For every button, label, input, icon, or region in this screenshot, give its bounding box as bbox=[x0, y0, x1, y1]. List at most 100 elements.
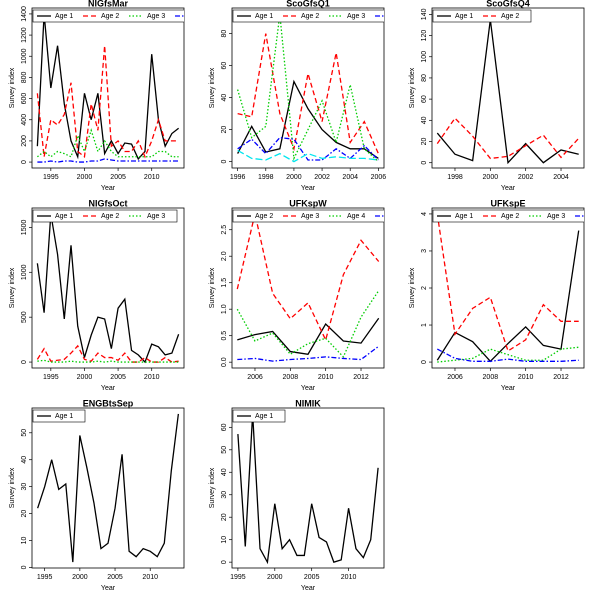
y-tick-label: 0 bbox=[221, 160, 228, 164]
y-axis-label: Survey index bbox=[209, 67, 216, 108]
x-tick-label: 2000 bbox=[267, 574, 283, 581]
legend-box bbox=[32, 9, 184, 23]
y-tick-label: 2.5 bbox=[221, 225, 228, 235]
series-line bbox=[36, 213, 180, 364]
legend-label: Age 1 bbox=[255, 13, 273, 20]
legend-label: Age 2 bbox=[101, 213, 119, 220]
y-tick-label: 60 bbox=[421, 95, 428, 103]
panel-title: UFKspE bbox=[490, 198, 525, 208]
series-line bbox=[436, 213, 579, 352]
legend-label: Age 3 bbox=[301, 213, 319, 220]
panel-title: NIMIK bbox=[295, 398, 321, 408]
y-tick-label: 30 bbox=[221, 491, 228, 499]
x-tick-label: 2000 bbox=[77, 374, 93, 381]
y-tick-label: 20 bbox=[421, 138, 428, 146]
legend-label: Age 1 bbox=[455, 213, 473, 220]
panel-title: ENGBtsSep bbox=[83, 398, 134, 408]
y-tick-label: 20 bbox=[221, 126, 228, 134]
legend: Age 1 bbox=[232, 409, 286, 423]
x-tick-label: 1995 bbox=[37, 574, 53, 581]
series-line bbox=[437, 346, 579, 363]
panel: NIGfsOct Year Survey index 1995 2000 2005 2010… bbox=[9, 198, 185, 392]
y-tick-label: 0 bbox=[421, 360, 428, 364]
x-tick-label: 2006 bbox=[447, 374, 463, 381]
series-line bbox=[36, 13, 180, 161]
y-tick-label: 20 bbox=[221, 513, 228, 521]
legend-label: Age 5 bbox=[393, 213, 411, 220]
legend-label: Age 4 bbox=[593, 213, 600, 220]
legend-label: Age 4 bbox=[347, 213, 365, 220]
legend-label: Age 2 bbox=[501, 213, 519, 220]
y-tick-label: 500 bbox=[21, 311, 28, 323]
plot-frame bbox=[31, 407, 185, 569]
series-line bbox=[436, 348, 579, 362]
legend: Age 1 Age 2 Age 3 Age 4 bbox=[32, 9, 184, 23]
series-line bbox=[36, 344, 179, 363]
legend-box bbox=[32, 209, 178, 223]
series-line bbox=[236, 290, 380, 359]
y-tick-label: 4 bbox=[421, 212, 428, 216]
x-tick-label: 2010 bbox=[518, 374, 534, 381]
legend-label: Age 3 bbox=[547, 213, 565, 220]
series-line bbox=[237, 33, 379, 154]
y-tick-label: 800 bbox=[21, 71, 28, 83]
panel-title: UFKspW bbox=[289, 198, 327, 208]
x-axis-label: Year bbox=[101, 185, 116, 192]
y-tick-label: 50 bbox=[21, 429, 28, 437]
y-tick-label: 0 bbox=[21, 160, 28, 164]
y-tick-label: 1500 bbox=[21, 220, 28, 236]
y-tick-label: 1.5 bbox=[221, 278, 228, 288]
legend-label: Age 3 bbox=[147, 213, 165, 220]
x-tick-label: 2000 bbox=[77, 174, 93, 181]
legend: Age 1 bbox=[32, 409, 86, 423]
y-tick-label: 0 bbox=[421, 161, 428, 165]
legend-box bbox=[232, 409, 286, 423]
x-tick-label: 2004 bbox=[342, 174, 358, 181]
panel: UFKspW Year Survey index 2006 2008 2010 2012 0.… bbox=[209, 198, 411, 392]
series-line bbox=[237, 345, 380, 362]
x-tick-label: 1995 bbox=[230, 574, 246, 581]
x-tick-label: 2002 bbox=[518, 174, 534, 181]
plot-frame bbox=[431, 207, 585, 369]
x-axis-label: Year bbox=[101, 385, 116, 392]
legend: Age 1 Age 2 Age 3 bbox=[32, 209, 178, 223]
x-axis-label: Year bbox=[301, 385, 316, 392]
series-line bbox=[37, 413, 180, 563]
y-tick-label: 80 bbox=[221, 30, 228, 38]
y-tick-label: 60 bbox=[221, 62, 228, 70]
y-tick-label: 1000 bbox=[21, 264, 28, 280]
legend-label: Age 2 bbox=[501, 13, 519, 20]
legend-box bbox=[232, 9, 384, 23]
series-line bbox=[237, 14, 379, 163]
y-axis-label: Survey index bbox=[9, 467, 16, 508]
y-axis-label: Survey index bbox=[209, 467, 216, 508]
x-axis-label: Year bbox=[501, 385, 516, 392]
y-tick-label: 1200 bbox=[21, 27, 28, 43]
x-tick-label: 2005 bbox=[110, 174, 126, 181]
series-line bbox=[436, 19, 579, 165]
x-tick-label: 2010 bbox=[318, 374, 334, 381]
x-tick-label: 1998 bbox=[447, 174, 463, 181]
y-tick-label: 50 bbox=[221, 446, 228, 454]
series-line bbox=[237, 413, 379, 565]
legend-label: Age 2 bbox=[101, 13, 119, 20]
y-tick-label: 3 bbox=[421, 249, 428, 253]
y-tick-label: 1400 bbox=[21, 6, 28, 22]
series-line bbox=[37, 359, 179, 363]
plot-frame bbox=[231, 7, 385, 169]
series-line bbox=[36, 45, 179, 159]
x-tick-label: 2010 bbox=[142, 574, 158, 581]
legend-box bbox=[432, 9, 532, 23]
y-tick-label: 0.0 bbox=[221, 357, 228, 367]
panel: NIMIK Year Survey index 1995 2000 2005 2010 0 10… bbox=[209, 398, 385, 592]
plot-frame bbox=[431, 7, 585, 169]
legend-label: Age 1 bbox=[55, 413, 73, 420]
y-tick-label: 10 bbox=[21, 537, 28, 545]
y-tick-label: 140 bbox=[421, 8, 428, 20]
